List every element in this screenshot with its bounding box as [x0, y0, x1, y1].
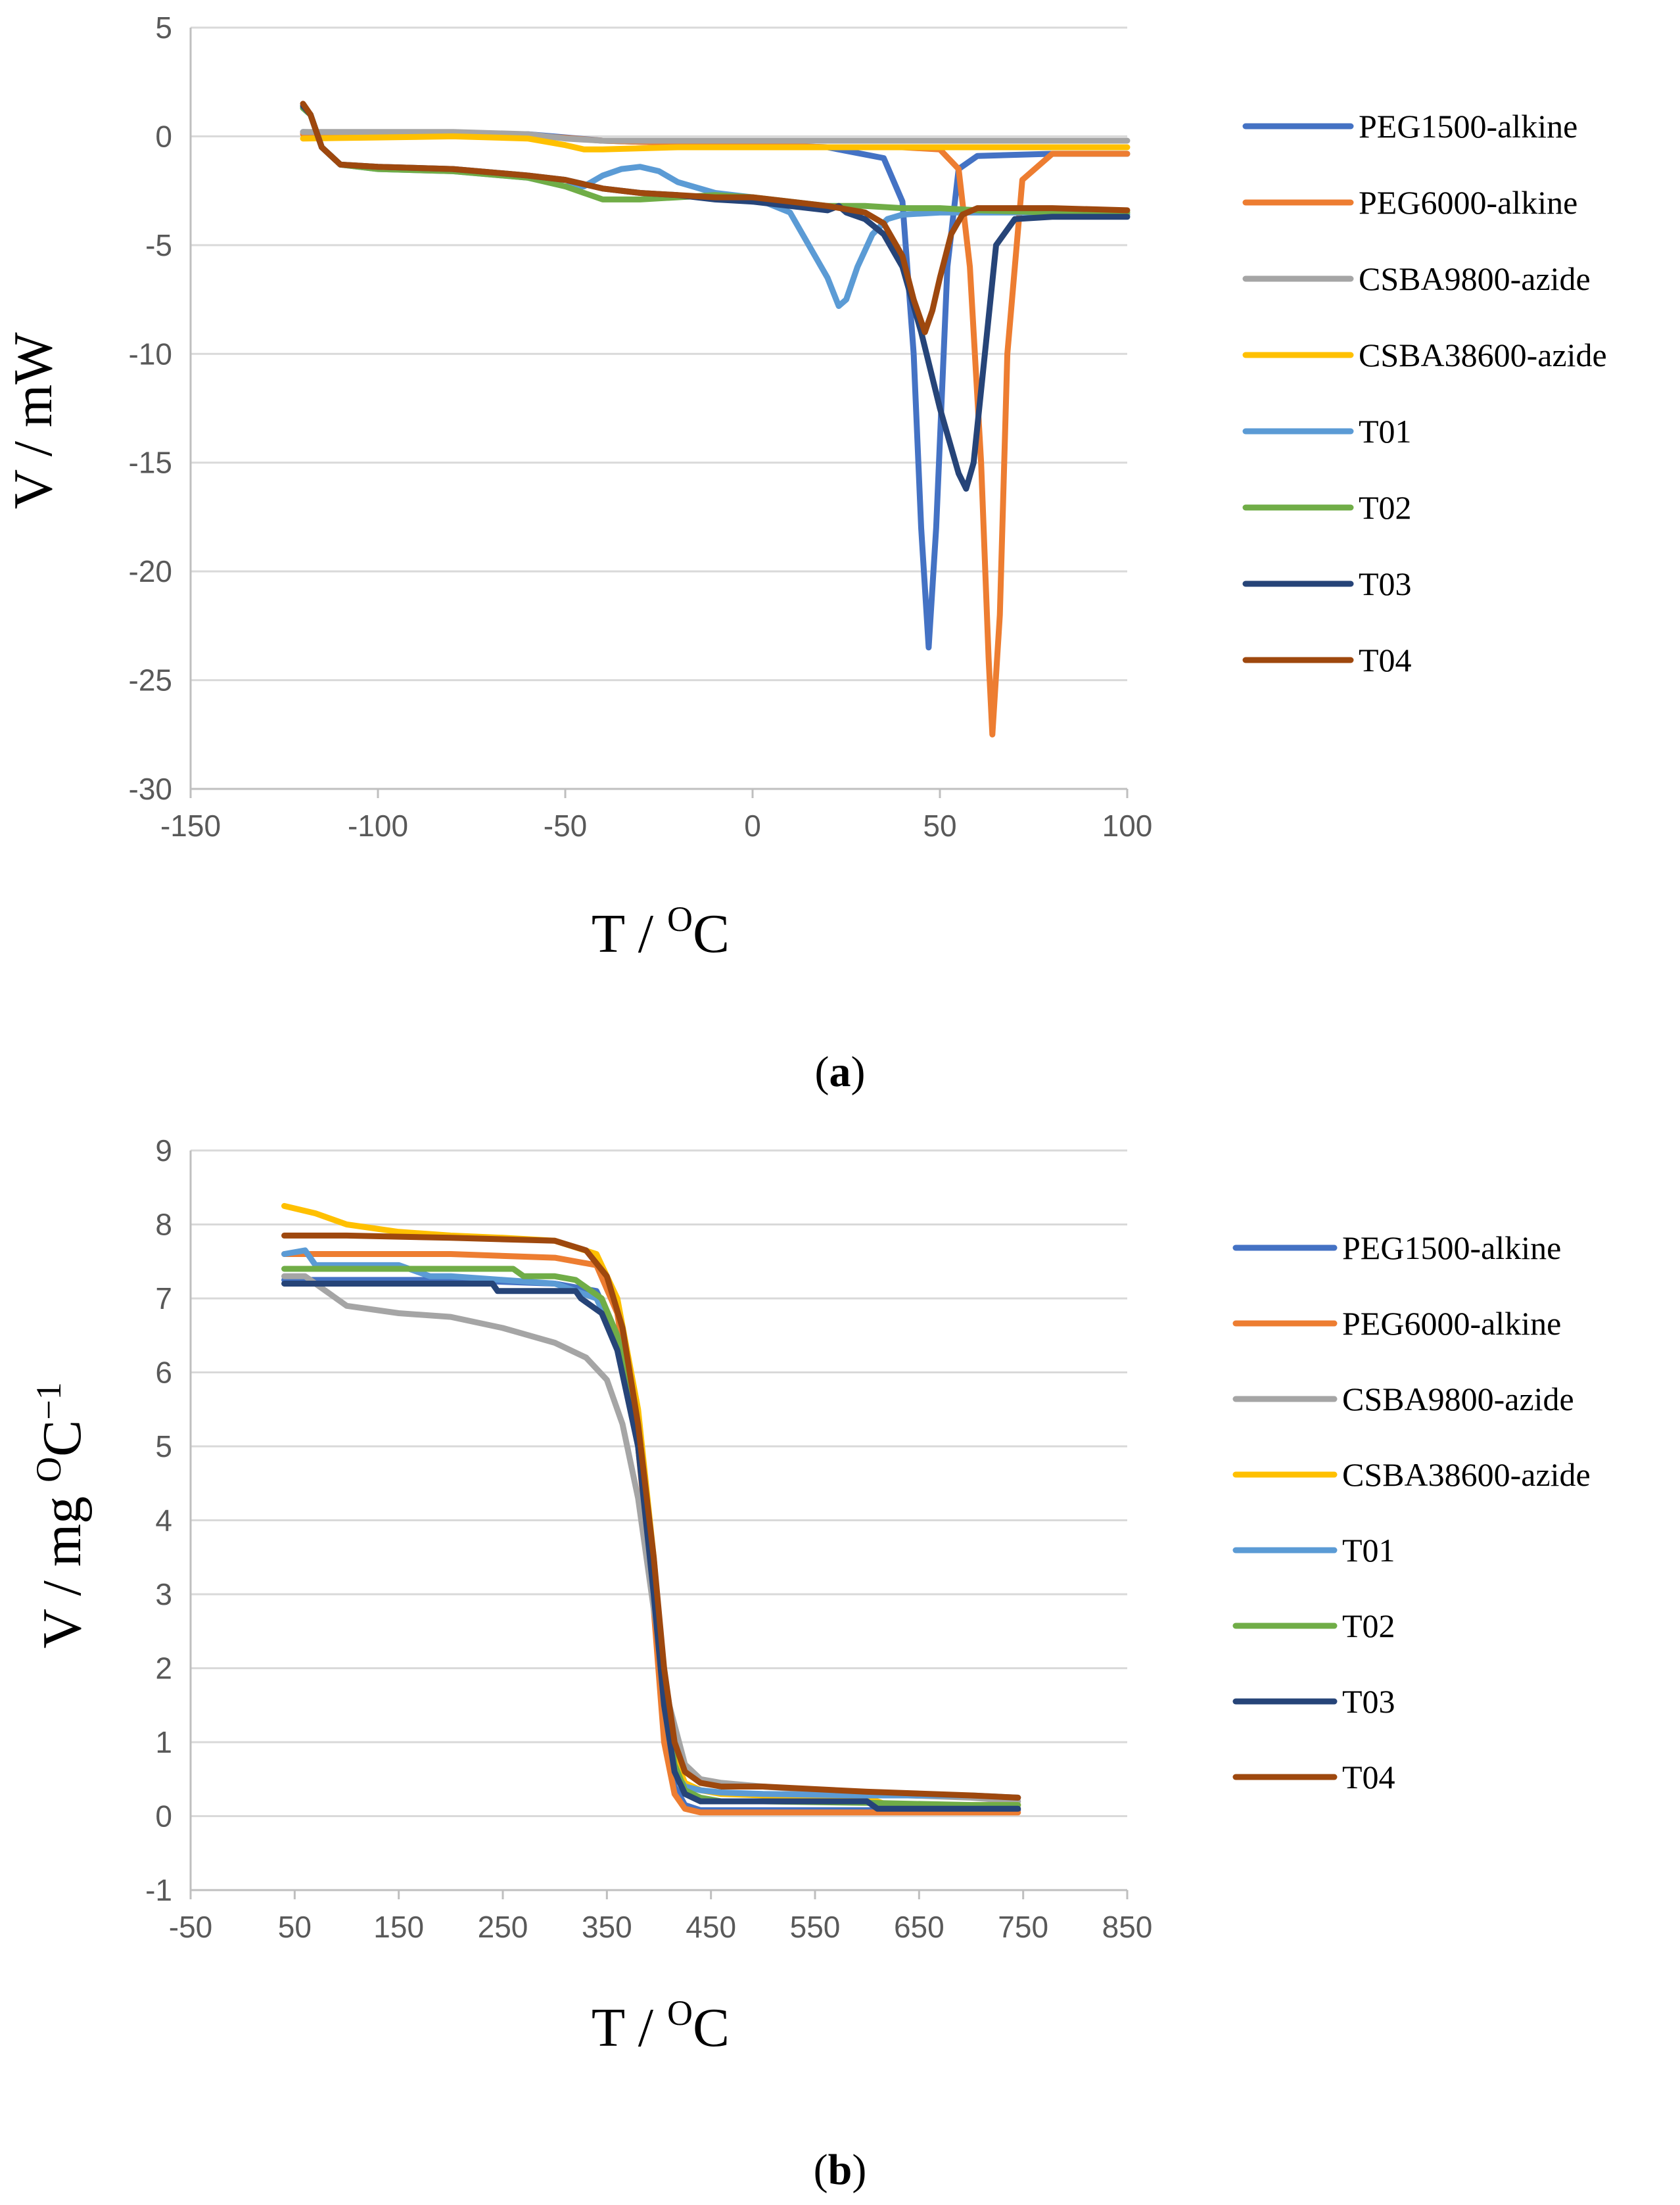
- panel-a-y-tick-label: -25: [129, 663, 172, 698]
- panel-a-x-tick-label: -150: [160, 809, 221, 843]
- panel-b-y-tick-label: 3: [155, 1577, 172, 1611]
- panel-a-y-tick-label: 5: [155, 11, 172, 45]
- panel-a-x-tick-label: 50: [923, 809, 956, 843]
- panel-a-y-tick-label: -5: [145, 228, 172, 262]
- panel-b-series-t03: [281, 1281, 1021, 1812]
- panel-b-x-tick-label: 350: [582, 1910, 632, 1944]
- panel-a-x-tick-label: -50: [544, 809, 587, 843]
- panel-a-y-tick-label: -15: [129, 446, 172, 480]
- panel-a-series-t04: [300, 101, 1131, 335]
- panel-a-x-tick-label: -100: [348, 809, 408, 843]
- panel-a-series-csba38600-azide: [300, 133, 1131, 153]
- panel-a-x-tick-label: 0: [744, 809, 761, 843]
- panel-a-x-tick-label: 100: [1102, 809, 1153, 843]
- panel-a-y-tick-label: -10: [129, 337, 172, 371]
- panel-b-x-tick-label: 650: [894, 1910, 945, 1944]
- panel-b-legend-label: T02: [1342, 1607, 1395, 1644]
- panel-a-series: [300, 101, 1131, 738]
- panel-a-series-csba9800-azide: [300, 129, 1131, 144]
- panel-b-y-tick-label: 4: [155, 1504, 172, 1538]
- panel-b-tick-labels: -1 0 1 2 3 4 5 6 7 8 9 -50 50 150 250 350 450 550 650 750 85…: [145, 1133, 1152, 1944]
- panel-b-y-tick-label: 7: [155, 1281, 172, 1316]
- panel-b-series-csba38600-azide: [281, 1202, 1021, 1809]
- panel-b-y-tick-label: 2: [155, 1651, 172, 1686]
- panel-b-y-tick-label: 8: [155, 1208, 172, 1242]
- panel-b-legend-label: PEG6000-alkine: [1342, 1305, 1561, 1342]
- panel-b-legend-label: PEG1500-alkine: [1342, 1229, 1561, 1266]
- panel-a-legend-label: CSBA9800-azide: [1359, 260, 1591, 297]
- panel-a-legend: PEG1500-alkine PEG6000-alkine CSBA9800-azi…: [1242, 108, 1607, 678]
- panel-a-y-tick-label: -20: [129, 554, 172, 588]
- panel-a-y-axis-title: V / mW: [3, 332, 64, 510]
- panel-b-x-tick-label: 750: [998, 1910, 1048, 1944]
- panel-a-y-tick-label: 0: [155, 119, 172, 153]
- panel-a-series-peg6000-alkine: [300, 131, 1131, 738]
- panel-b-y-axis-title: V / mg OC−1: [29, 1382, 93, 1648]
- panel-b-legend-label: T04: [1342, 1759, 1395, 1795]
- panel-b-y-tick-label: 1: [155, 1725, 172, 1759]
- panel-b-legend-label: CSBA38600-azide: [1342, 1456, 1591, 1493]
- panel-b-x-tick-label: 50: [278, 1910, 312, 1944]
- panel-b-y-tick-label: 5: [155, 1429, 172, 1463]
- panel-a-legend-label: T04: [1359, 642, 1412, 678]
- panel-a-y-tick-label: -30: [129, 772, 172, 806]
- panel-a-caption: (a): [815, 1048, 866, 1096]
- panel-b-legend-label: T03: [1342, 1683, 1395, 1720]
- panel-b-series: [281, 1202, 1021, 1816]
- panel-a-tick-labels: -30-25-20-15-10-505-150 -100 -50 0 50 100: [129, 11, 1153, 843]
- panel-b-x-tick-label: -50: [169, 1910, 212, 1944]
- panel-a-legend-label: CSBA38600-azide: [1359, 337, 1607, 373]
- panel-b-series-peg6000-alkine: [281, 1251, 1021, 1816]
- panel-b-legend: PEG1500-alkine PEG6000-alkine CSBA9800-azi…: [1232, 1229, 1591, 1795]
- panel-b-legend-label: T01: [1342, 1532, 1395, 1569]
- panel-b-caption: (b): [814, 2146, 867, 2194]
- panel-b-y-tick-label: 9: [155, 1133, 172, 1168]
- panel-b-x-tick-label: 850: [1102, 1910, 1153, 1944]
- panel-b-legend-label: CSBA9800-azide: [1342, 1381, 1574, 1417]
- panel-a-x-axis-title: T / OC: [592, 899, 730, 964]
- panel-a-legend-label: T02: [1359, 489, 1412, 526]
- panel-b-x-tick-label: 250: [478, 1910, 528, 1944]
- panel-a-legend-label: T01: [1359, 413, 1412, 450]
- panel-b-x-tick-label: 550: [790, 1910, 841, 1944]
- panel-a: -30-25-20-15-10-505-150 -100 -50 0 50 100 V /…: [3, 11, 1607, 1096]
- panel-b-x-tick-label: 450: [686, 1910, 736, 1944]
- panel-a-legend-label: T03: [1359, 565, 1412, 602]
- panel-a-legend-label: PEG1500-alkine: [1359, 108, 1577, 145]
- panel-b-x-axis-title: T / OC: [592, 1993, 730, 2058]
- panel-b-x-tick-label: 150: [373, 1910, 424, 1944]
- panel-b: -1 0 1 2 3 4 5 6 7 8 9 -50 50 150 250 350 450 550 650 750 85…: [29, 1133, 1591, 2194]
- panel-a-legend-label: PEG6000-alkine: [1359, 184, 1577, 221]
- panel-b-y-tick-label: 6: [155, 1356, 172, 1390]
- panel-b-y-tick-label: 0: [155, 1799, 172, 1834]
- panel-b-series-t04: [281, 1232, 1021, 1801]
- panel-b-y-tick-label: -1: [145, 1873, 172, 1907]
